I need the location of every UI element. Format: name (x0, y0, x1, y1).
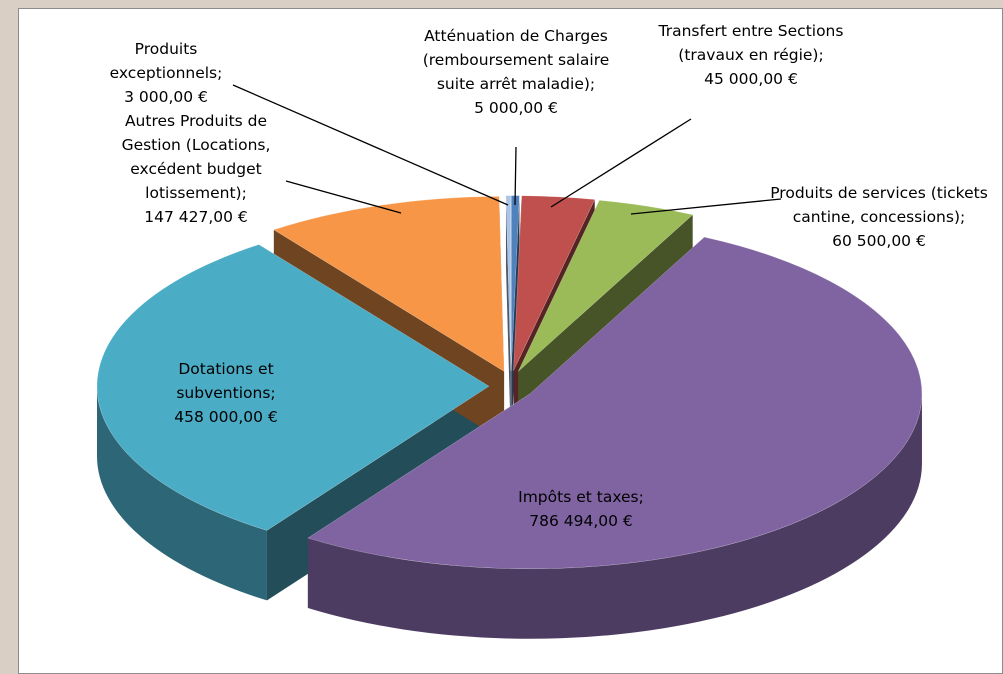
pie-slice (505, 195, 512, 371)
leader-line (550, 118, 692, 208)
chart-area: Atténuation de Charges (remboursement sa… (18, 8, 1003, 674)
category-name: Autres Produits de Gestion (Locations, e… (121, 112, 271, 202)
value-label: 786 494,00 € (529, 512, 633, 530)
category-name: Impôts et taxes; (518, 488, 644, 506)
data-label: Impôts et taxes; 786 494,00 € (461, 485, 701, 533)
chart (96, 84, 923, 639)
slice-side (511, 195, 520, 441)
value-label: 147 427,00 € (144, 208, 248, 226)
pie-slice (518, 199, 694, 372)
slice-wall (307, 393, 922, 639)
data-label: Autres Produits de Gestion (Locations, e… (101, 109, 291, 229)
pie-slice (273, 196, 505, 372)
data-label: Transfert entre Sections (travaux en rég… (651, 19, 851, 91)
leader-line (285, 180, 402, 214)
slice-tops (96, 195, 923, 570)
data-label: Produits de services (tickets cantine, c… (764, 181, 994, 253)
category-name: Produits exceptionnels; (109, 40, 223, 82)
outer-walls (97, 386, 922, 639)
slice-side (505, 195, 511, 441)
pie-slice (96, 244, 490, 531)
value-label: 458 000,00 € (174, 408, 278, 426)
category-name: Dotations et subventions; (176, 360, 276, 402)
pie-slice (307, 236, 923, 570)
data-label: Atténuation de Charges (remboursement sa… (416, 24, 616, 120)
leader-line (630, 198, 782, 215)
leader-line (232, 84, 509, 206)
category-name: Atténuation de Charges (remboursement sa… (422, 27, 610, 93)
data-label: Produits exceptionnels; 3 000,00 € (81, 37, 251, 109)
leader-line (514, 146, 517, 206)
pie-slice (513, 195, 596, 371)
value-label: 3 000,00 € (124, 88, 208, 106)
category-name: Transfert entre Sections (travaux en rég… (658, 22, 844, 64)
category-name: Produits de services (tickets cantine, c… (770, 184, 988, 226)
value-label: 45 000,00 € (704, 70, 798, 88)
value-label: 5 000,00 € (474, 99, 558, 117)
slice-wall (97, 386, 267, 601)
value-label: 60 500,00 € (832, 232, 926, 250)
data-label: Dotations et subventions; 458 000,00 € (131, 357, 321, 429)
